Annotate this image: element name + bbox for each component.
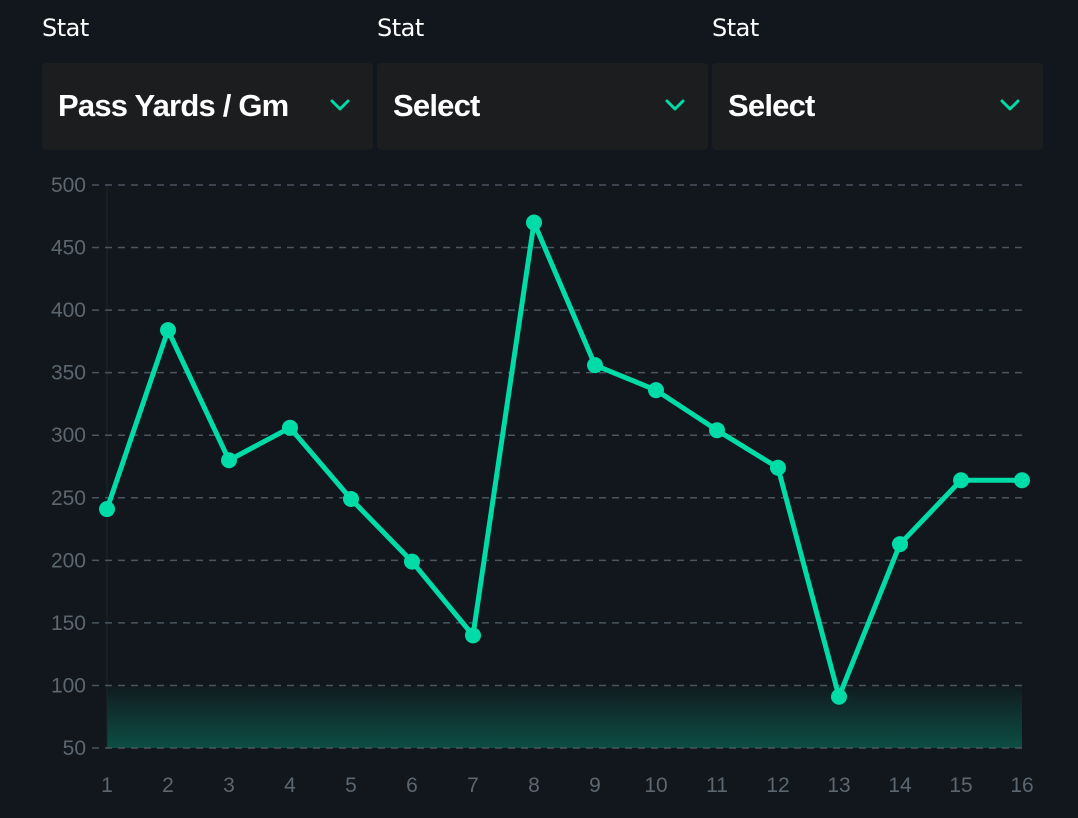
x-tick-label: 12 bbox=[766, 774, 789, 797]
stat-dropdown-1[interactable]: Pass Yards / Gm bbox=[42, 63, 373, 150]
x-tick-label: 11 bbox=[706, 774, 728, 797]
stat-dropdown-value: Select bbox=[728, 88, 815, 123]
series-line bbox=[104, 220, 1025, 700]
stat-dropdown-value: Select bbox=[393, 88, 480, 123]
y-tick-label: 50 bbox=[63, 737, 86, 760]
stat-label: Stat bbox=[42, 14, 89, 42]
x-tick-label: 14 bbox=[888, 774, 912, 797]
x-tick-label: 16 bbox=[1010, 774, 1033, 797]
data-point bbox=[953, 472, 969, 489]
stat-dropdown-3[interactable]: Select bbox=[712, 63, 1043, 150]
x-tick-label: 1 bbox=[101, 774, 113, 797]
data-point bbox=[709, 422, 725, 439]
data-point bbox=[160, 322, 176, 339]
data-point bbox=[1014, 472, 1030, 489]
data-point bbox=[587, 357, 603, 374]
y-tick-label: 450 bbox=[51, 237, 86, 260]
area-fill bbox=[107, 685, 1022, 748]
data-point bbox=[99, 501, 115, 518]
data-point bbox=[465, 627, 481, 644]
x-tick-label: 15 bbox=[949, 774, 972, 797]
x-tick-label: 6 bbox=[406, 774, 418, 797]
stat-dropdown-value: Pass Yards / Gm bbox=[58, 88, 289, 123]
x-tick-label: 4 bbox=[284, 774, 296, 797]
y-tick-label: 500 bbox=[51, 174, 86, 197]
data-point bbox=[770, 459, 786, 476]
stat-label: Stat bbox=[377, 14, 424, 42]
data-point bbox=[221, 452, 237, 469]
x-tick-label: 7 bbox=[467, 774, 479, 797]
data-point bbox=[892, 536, 908, 553]
x-tick-label: 9 bbox=[589, 774, 601, 797]
data-point bbox=[831, 688, 847, 705]
y-tick-label: 100 bbox=[51, 674, 86, 697]
y-tick-label: 300 bbox=[51, 424, 86, 447]
y-tick-label: 250 bbox=[51, 487, 86, 510]
data-point bbox=[404, 553, 420, 570]
data-point bbox=[282, 419, 298, 436]
data-point bbox=[648, 382, 664, 399]
y-tick-label: 350 bbox=[51, 362, 86, 385]
x-tick-label: 10 bbox=[644, 774, 667, 797]
x-tick-label: 3 bbox=[223, 774, 235, 797]
x-tick-label: 2 bbox=[162, 774, 174, 797]
stat-dropdown-2[interactable]: Select bbox=[377, 63, 708, 150]
y-tick-label: 200 bbox=[51, 549, 86, 572]
data-point bbox=[526, 214, 542, 231]
chevron-down-icon bbox=[330, 99, 350, 111]
chevron-down-icon bbox=[665, 99, 685, 111]
x-tick-label: 5 bbox=[345, 774, 357, 797]
data-point bbox=[343, 491, 359, 508]
x-tick-label: 13 bbox=[827, 774, 850, 797]
x-tick-label: 8 bbox=[528, 774, 540, 797]
chevron-down-icon bbox=[1000, 99, 1020, 111]
stat-label: Stat bbox=[712, 14, 759, 42]
y-tick-label: 150 bbox=[51, 612, 86, 635]
y-tick-label: 400 bbox=[51, 299, 86, 322]
